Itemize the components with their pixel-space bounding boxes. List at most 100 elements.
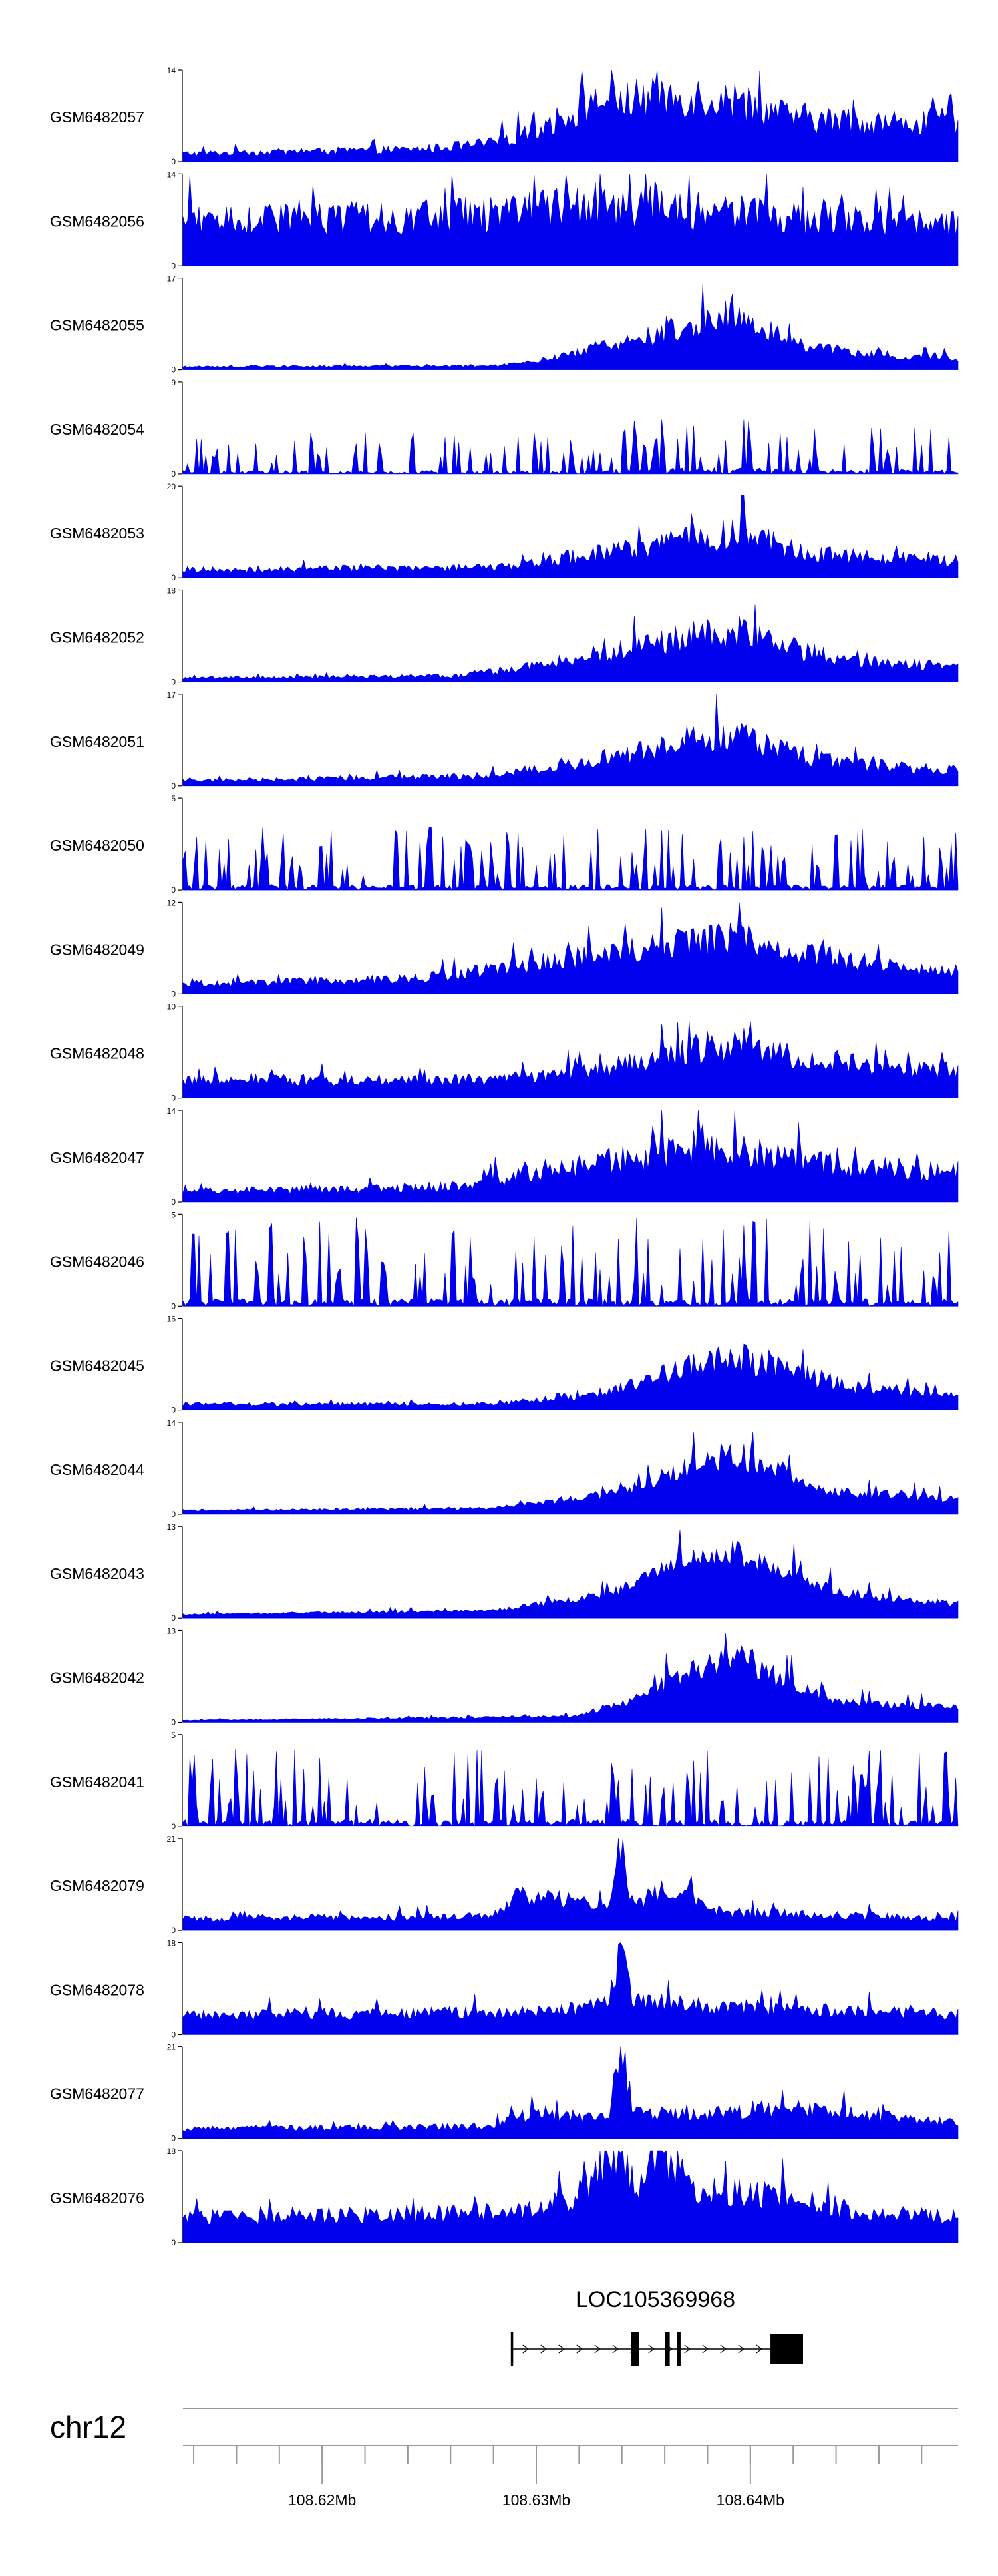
signal-area [182, 1432, 959, 1515]
track-GSM6482053: GSM6482053 20 0 [50, 482, 959, 582]
signal-area [182, 1838, 959, 1931]
track-GSM6482042: GSM6482042 13 0 [50, 1627, 959, 1727]
y-axis-min-label: 0 [171, 781, 176, 791]
y-axis-max-label: 20 [167, 482, 176, 491]
signal-area [182, 1530, 959, 1619]
tick-label: 108.63Mb [502, 2491, 570, 2509]
track-label: GSM6482052 [50, 629, 144, 646]
strand-chevron [738, 2344, 745, 2354]
y-axis-max-label: 21 [167, 2043, 176, 2052]
y-axis-max-label: 13 [167, 1522, 176, 1532]
signal-area [182, 827, 959, 891]
gene-exon [631, 2332, 639, 2366]
y-axis-min-label: 0 [171, 885, 176, 895]
signal-area [182, 1633, 959, 1723]
y-axis-min-label: 0 [171, 2134, 176, 2143]
track-GSM6482079: GSM6482079 21 0 [50, 1834, 959, 1935]
track-GSM6482047: GSM6482047 14 0 [50, 1106, 959, 1207]
track-label: GSM6482051 [50, 733, 144, 750]
y-axis-max-label: 14 [167, 170, 176, 179]
y-axis-max-label: 17 [167, 690, 176, 700]
track-label: GSM6482057 [50, 108, 144, 126]
gene-exon [770, 2334, 803, 2364]
y-axis-max-label: 14 [167, 66, 176, 75]
gene-annotation-track: LOC105369968 [510, 2287, 803, 2366]
signal-area [182, 174, 959, 266]
gene-exon [677, 2332, 681, 2366]
signal-area [182, 419, 959, 475]
chromosome-label: chr12 [50, 2410, 126, 2444]
strand-chevron [576, 2344, 583, 2354]
y-axis-max-label: 13 [167, 1627, 176, 1636]
y-axis-max-label: 12 [167, 898, 176, 907]
track-label: GSM6482041 [50, 1773, 144, 1791]
strand-chevron [702, 2344, 709, 2354]
tick-label: 108.62Mb [288, 2491, 356, 2509]
y-axis-min-label: 0 [171, 989, 176, 998]
track-label: GSM6482042 [50, 1669, 144, 1687]
strand-chevron [720, 2344, 727, 2354]
y-axis-max-label: 5 [171, 794, 176, 803]
signal-area [182, 284, 959, 370]
track-label: GSM6482048 [50, 1045, 144, 1062]
y-axis-min-label: 0 [171, 1613, 176, 1623]
strand-chevron [684, 2344, 691, 2354]
track-GSM6482045: GSM6482045 16 0 [50, 1315, 959, 1415]
y-axis-max-label: 21 [167, 1834, 176, 1844]
y-axis-min-label: 0 [171, 1926, 176, 1935]
signal-area [182, 604, 959, 682]
y-axis-min-label: 0 [171, 678, 176, 687]
signal-area [182, 694, 959, 787]
signal-area [182, 902, 959, 994]
signal-area [182, 1110, 959, 1203]
track-GSM6482078: GSM6482078 18 0 [50, 1938, 959, 2039]
y-axis-min-label: 0 [171, 1301, 176, 1311]
y-axis-min-label: 0 [171, 1510, 176, 1519]
strand-chevron [558, 2344, 565, 2354]
track-GSM6482052: GSM6482052 18 0 [50, 586, 959, 687]
track-GSM6482056: GSM6482056 14 0 [50, 170, 959, 270]
y-axis-max-label: 18 [167, 2147, 176, 2156]
track-GSM6482051: GSM6482051 17 0 [50, 690, 959, 791]
tick-label: 108.64Mb [717, 2491, 784, 2509]
y-axis-max-label: 14 [167, 1418, 176, 1428]
signal-area [182, 1942, 959, 2035]
track-label: GSM6482045 [50, 1357, 144, 1375]
y-axis-max-label: 16 [167, 1315, 176, 1324]
strand-chevron [594, 2344, 601, 2354]
signal-area [182, 1217, 959, 1307]
signal-area [182, 494, 959, 578]
track-label: GSM6482047 [50, 1149, 144, 1166]
y-axis-max-label: 18 [167, 1938, 176, 1948]
track-GSM6482043: GSM6482043 13 0 [50, 1522, 959, 1623]
strand-chevron [612, 2344, 619, 2354]
track-label: GSM6482050 [50, 837, 144, 854]
track-GSM6482048: GSM6482048 10 0 [50, 1002, 959, 1103]
y-axis-max-label: 17 [167, 274, 176, 284]
strand-chevron [540, 2344, 547, 2354]
y-axis-min-label: 0 [171, 365, 176, 375]
signal-area [182, 2150, 959, 2243]
strand-chevron [522, 2344, 529, 2354]
strand-chevron [648, 2344, 655, 2354]
signal-area [182, 69, 959, 162]
gene-label: LOC105369968 [576, 2287, 735, 2312]
track-label: GSM6482076 [50, 2189, 144, 2207]
signal-area [182, 2046, 959, 2139]
y-axis-min-label: 0 [171, 2238, 176, 2247]
track-label: GSM6482079 [50, 1877, 144, 1894]
y-axis-min-label: 0 [171, 1718, 176, 1727]
signal-area [182, 1749, 959, 1827]
track-GSM6482077: GSM6482077 21 0 [50, 2043, 959, 2143]
y-axis-min-label: 0 [171, 157, 176, 166]
y-axis-min-label: 0 [171, 573, 176, 582]
y-axis-max-label: 14 [167, 1106, 176, 1116]
track-label: GSM6482054 [50, 421, 144, 438]
track-GSM6482041: GSM6482041 5 0 [50, 1731, 959, 1831]
track-GSM6482049: GSM6482049 12 0 [50, 898, 959, 998]
y-axis-min-label: 0 [171, 1197, 176, 1207]
y-axis-max-label: 10 [167, 1002, 176, 1012]
track-label: GSM6482053 [50, 525, 144, 542]
y-axis-min-label: 0 [171, 1822, 176, 1831]
